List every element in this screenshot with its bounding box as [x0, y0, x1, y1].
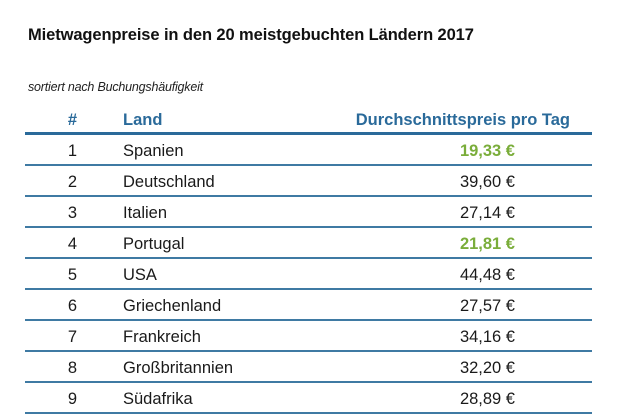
row-price: 28,89 €: [459, 390, 515, 408]
row-land: Großbritannien: [123, 359, 234, 377]
row-num: 5: [67, 266, 78, 284]
row-num: 7: [67, 328, 78, 346]
row-land: Griechenland: [123, 297, 222, 315]
row-price: 27,14 €: [459, 204, 515, 222]
table-row: 9 Südafrika 28,89 €: [25, 383, 592, 414]
row-land: Italien: [123, 204, 168, 222]
row-land: Südafrika: [123, 390, 193, 408]
header-land: Land: [123, 111, 163, 129]
row-land: Spanien: [123, 142, 184, 160]
row-num: 8: [67, 359, 78, 377]
row-price: 19,33 €: [459, 142, 515, 160]
row-num: 4: [67, 235, 78, 253]
row-land: Frankreich: [123, 328, 201, 346]
row-num: 2: [67, 173, 78, 191]
page-title: Mietwagenpreise in den 20 meistgebuchten…: [28, 26, 474, 44]
table-row: 7 Frankreich 34,16 €: [25, 321, 592, 352]
row-land: Deutschland: [123, 173, 215, 191]
row-price: 32,20 €: [459, 359, 515, 377]
row-price: 34,16 €: [459, 328, 515, 346]
row-num: 6: [67, 297, 78, 315]
table-row: 2 Deutschland 39,60 €: [25, 166, 592, 197]
table-row: 8 Großbritannien 32,20 €: [25, 352, 592, 383]
table-header: # Land Durchschnittspreis pro Tag: [25, 107, 592, 135]
table-row: 4 Portugal 21,81 €: [25, 228, 592, 259]
table-row: 6 Griechenland 27,57 €: [25, 290, 592, 321]
price-table: # Land Durchschnittspreis pro Tag 1 Spani…: [25, 107, 592, 414]
header-price: Durchschnittspreis pro Tag: [355, 111, 570, 129]
row-num: 1: [67, 142, 78, 160]
row-price: 21,81 €: [459, 235, 515, 253]
table-row: 5 USA 44,48 €: [25, 259, 592, 290]
row-num: 3: [67, 204, 78, 222]
row-land: Portugal: [123, 235, 185, 253]
row-land: USA: [123, 266, 157, 284]
table-row: 3 Italien 27,14 €: [25, 197, 592, 228]
subtitle: sortiert nach Buchungshäufigkeit: [28, 80, 203, 94]
row-price: 44,48 €: [459, 266, 515, 284]
row-price: 27,57 €: [459, 297, 515, 315]
row-price: 39,60 €: [459, 173, 515, 191]
table-row: 1 Spanien 19,33 €: [25, 135, 592, 166]
header-num: #: [67, 111, 78, 129]
row-num: 9: [67, 390, 78, 408]
table-body: 1 Spanien 19,33 € 2 Deutschland 39,60 € 3 Itali…: [25, 135, 592, 414]
